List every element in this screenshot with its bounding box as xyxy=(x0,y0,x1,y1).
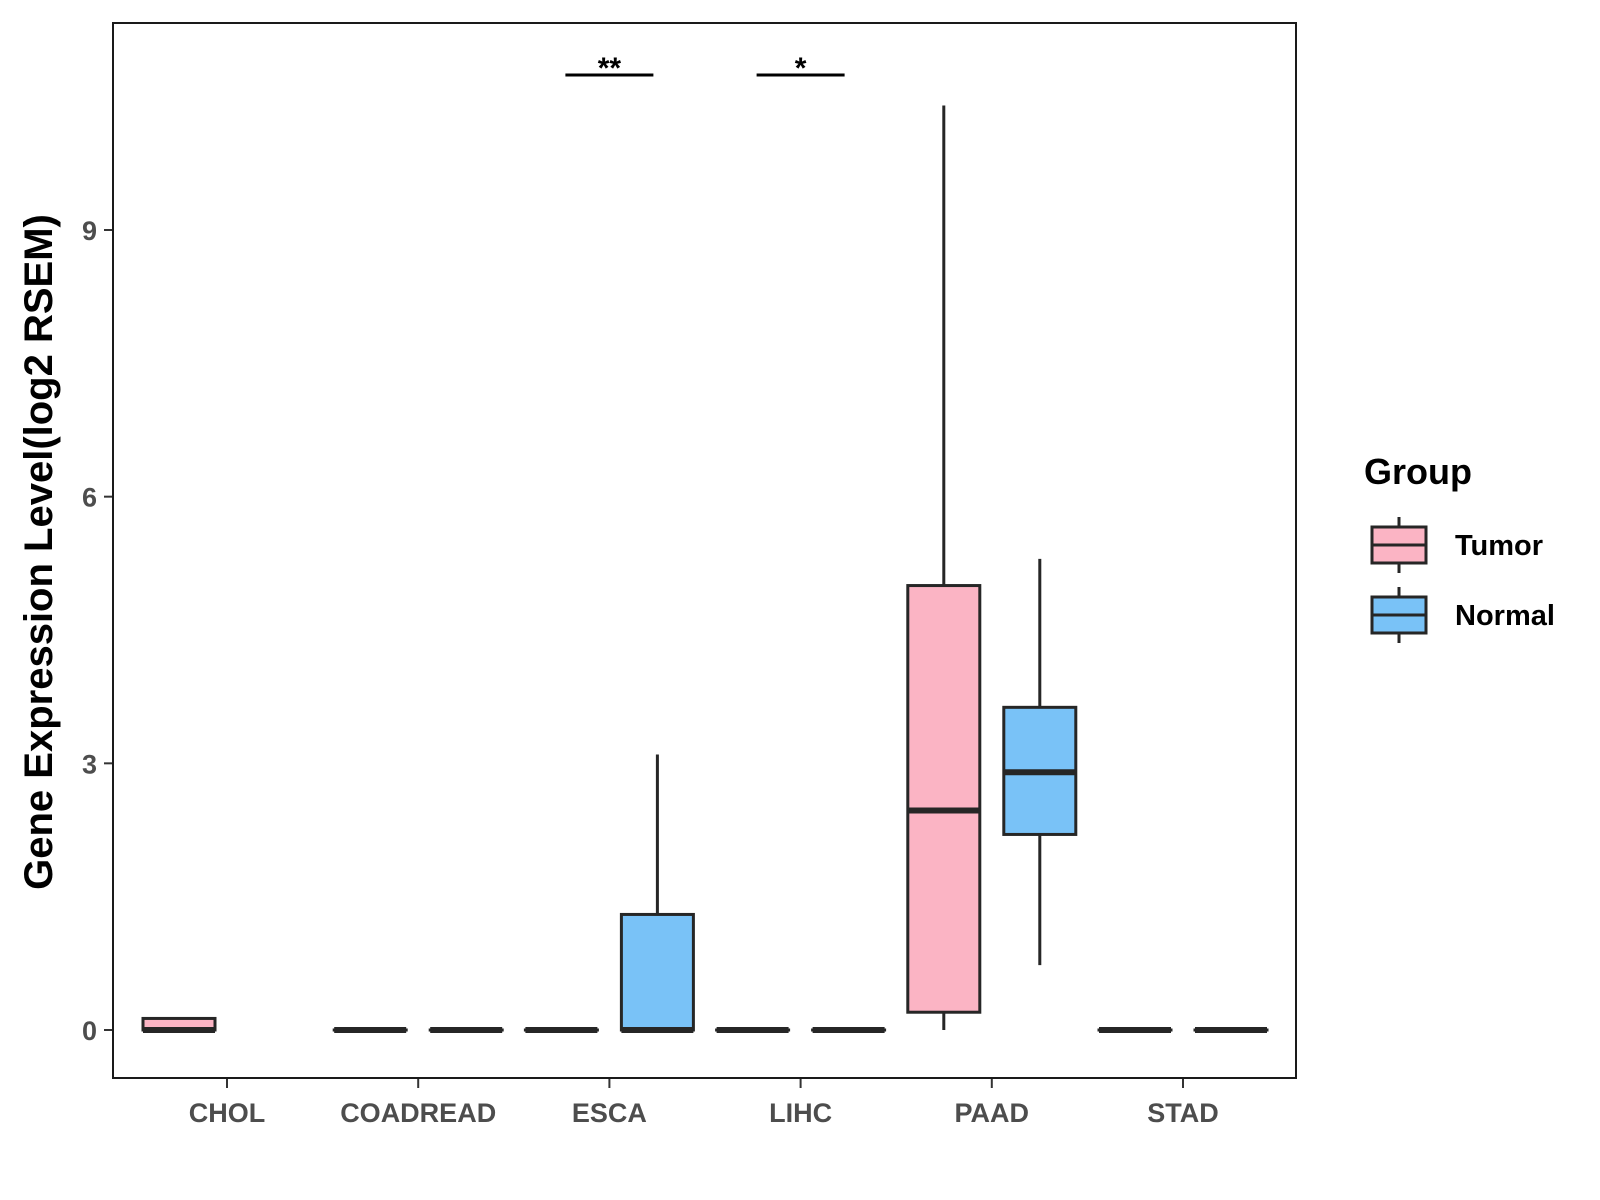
y-tick-label: 9 xyxy=(82,216,97,246)
box-body xyxy=(906,584,982,1014)
legend-label: Tumor xyxy=(1455,530,1543,562)
y-tick-label: 6 xyxy=(82,483,97,513)
box-tumor-chol xyxy=(141,1016,217,1033)
x-tick-label: CHOL xyxy=(189,1098,266,1128)
x-tick-label: ESCA xyxy=(572,1098,647,1128)
legend-item-tumor: Tumor xyxy=(1370,517,1543,573)
legend-label: Normal xyxy=(1455,600,1555,632)
box-body xyxy=(619,912,695,1032)
significance-label: ** xyxy=(598,52,622,85)
legend-item-normal: Normal xyxy=(1370,587,1555,643)
plot-panel-border xyxy=(112,22,1297,1079)
x-tick-label: STAD xyxy=(1147,1098,1219,1128)
legend-title: Group xyxy=(1364,451,1472,492)
significance-annotations: ** * xyxy=(565,52,845,85)
y-tick-label: 3 xyxy=(82,749,97,779)
x-tick-label: PAAD xyxy=(955,1098,1030,1128)
y-tick-label: 0 xyxy=(82,1016,97,1046)
box-normal-paad xyxy=(1002,558,1078,966)
x-tick-label: LIHC xyxy=(769,1098,832,1128)
legend: Group Tumor Normal xyxy=(1364,451,1555,643)
significance-label: * xyxy=(795,52,807,85)
box-normal-esca xyxy=(619,754,695,1033)
box-tumor-paad xyxy=(906,105,982,1030)
y-axis: 0 3 6 9 xyxy=(82,216,113,1046)
y-axis-title: Gene Expression Level(log2 RSEM) xyxy=(17,214,61,890)
x-axis: CHOL COADREAD ESCA LIHC PAAD STAD xyxy=(189,1078,1219,1128)
x-tick-label: COADREAD xyxy=(340,1098,496,1128)
boxplot-marks xyxy=(141,105,1269,1033)
